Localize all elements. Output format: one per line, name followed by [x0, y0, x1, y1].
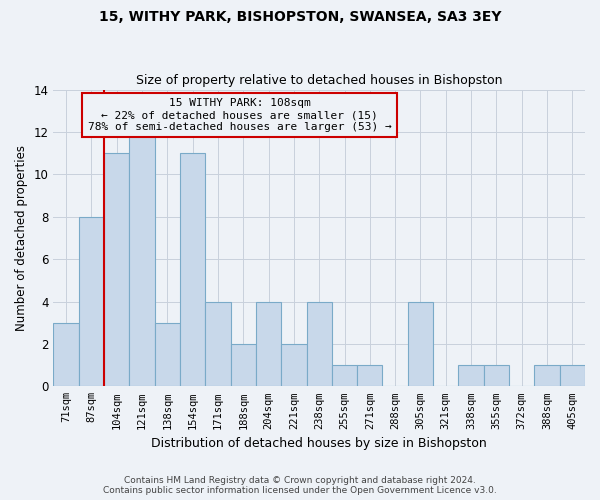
- Bar: [307, 302, 332, 386]
- Bar: [53, 322, 79, 386]
- Bar: [79, 216, 104, 386]
- X-axis label: Distribution of detached houses by size in Bishopston: Distribution of detached houses by size …: [151, 437, 487, 450]
- Bar: [484, 365, 509, 386]
- Title: Size of property relative to detached houses in Bishopston: Size of property relative to detached ho…: [136, 74, 502, 87]
- Bar: [408, 302, 433, 386]
- Bar: [281, 344, 307, 387]
- Bar: [458, 365, 484, 386]
- Text: 15, WITHY PARK, BISHOPSTON, SWANSEA, SA3 3EY: 15, WITHY PARK, BISHOPSTON, SWANSEA, SA3…: [99, 10, 501, 24]
- Bar: [332, 365, 357, 386]
- Bar: [256, 302, 281, 386]
- Bar: [357, 365, 382, 386]
- Bar: [104, 153, 130, 386]
- Text: 15 WITHY PARK: 108sqm
← 22% of detached houses are smaller (15)
78% of semi-deta: 15 WITHY PARK: 108sqm ← 22% of detached …: [88, 98, 391, 132]
- Bar: [130, 132, 155, 386]
- Bar: [205, 302, 230, 386]
- Bar: [230, 344, 256, 387]
- Bar: [180, 153, 205, 386]
- Text: Contains HM Land Registry data © Crown copyright and database right 2024.
Contai: Contains HM Land Registry data © Crown c…: [103, 476, 497, 495]
- Bar: [535, 365, 560, 386]
- Bar: [155, 322, 180, 386]
- Bar: [560, 365, 585, 386]
- Y-axis label: Number of detached properties: Number of detached properties: [15, 145, 28, 331]
